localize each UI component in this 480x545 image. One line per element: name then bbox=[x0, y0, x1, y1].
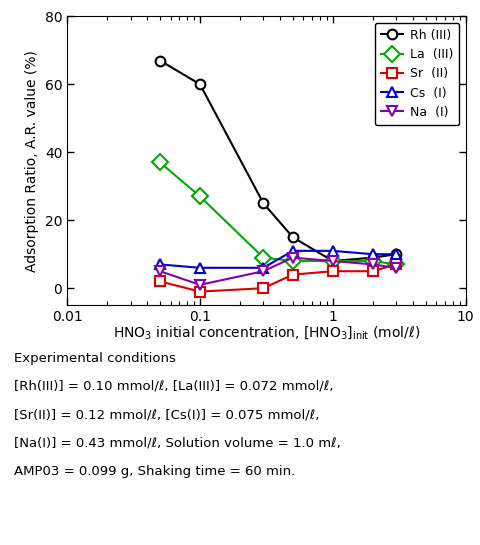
Y-axis label: Adsorption Ratio, A.R. value (%): Adsorption Ratio, A.R. value (%) bbox=[25, 50, 39, 272]
Sr  (II) bbox=[330, 268, 336, 275]
Sr  (II) bbox=[393, 261, 399, 268]
Legend: Rh (III), La  (III), Sr  (II), Cs  (I), Na  (I): Rh (III), La (III), Sr (II), Cs (I), Na … bbox=[375, 22, 459, 125]
Text: AMP03 = 0.099 g, Shaking time = 60 min.: AMP03 = 0.099 g, Shaking time = 60 min. bbox=[14, 465, 296, 478]
Rh (III) bbox=[370, 255, 376, 261]
Cs  (I) bbox=[330, 247, 336, 254]
Sr  (II) bbox=[157, 278, 163, 284]
Line: Rh (III): Rh (III) bbox=[155, 56, 401, 266]
Rh (III) bbox=[290, 234, 296, 240]
Cs  (I) bbox=[290, 247, 296, 254]
Text: [Na(I)] = 0.43 mmol/ℓ, Solution volume = 1.0 mℓ,: [Na(I)] = 0.43 mmol/ℓ, Solution volume =… bbox=[14, 437, 341, 450]
Na  (I) bbox=[330, 258, 336, 264]
Na  (I) bbox=[290, 255, 296, 261]
Cs  (I) bbox=[370, 251, 376, 257]
Cs  (I) bbox=[197, 264, 203, 271]
Line: Sr  (II): Sr (II) bbox=[155, 259, 401, 296]
La  (III) bbox=[290, 258, 296, 264]
Rh (III) bbox=[330, 258, 336, 264]
Line: La  (III): La (III) bbox=[155, 157, 402, 270]
Cs  (I) bbox=[157, 261, 163, 268]
La  (III) bbox=[261, 255, 266, 261]
Sr  (II) bbox=[261, 285, 266, 292]
La  (III) bbox=[370, 258, 376, 264]
La  (III) bbox=[330, 258, 336, 264]
Sr  (II) bbox=[290, 271, 296, 278]
La  (III) bbox=[393, 261, 399, 268]
Sr  (II) bbox=[197, 288, 203, 295]
Rh (III) bbox=[157, 57, 163, 64]
Na  (I) bbox=[393, 264, 399, 271]
Cs  (I) bbox=[393, 251, 399, 257]
Text: [Sr(II)] = 0.12 mmol/ℓ, [Cs(I)] = 0.075 mmol/ℓ,: [Sr(II)] = 0.12 mmol/ℓ, [Cs(I)] = 0.075 … bbox=[14, 408, 320, 421]
Na  (I) bbox=[197, 282, 203, 288]
Na  (I) bbox=[157, 268, 163, 275]
Sr  (II) bbox=[370, 268, 376, 275]
Rh (III) bbox=[393, 251, 399, 257]
La  (III) bbox=[157, 159, 163, 166]
Line: Na  (I): Na (I) bbox=[155, 253, 401, 290]
La  (III) bbox=[197, 193, 203, 199]
Na  (I) bbox=[370, 261, 376, 268]
Text: Experimental conditions: Experimental conditions bbox=[14, 352, 176, 365]
Rh (III) bbox=[261, 200, 266, 207]
Na  (I) bbox=[261, 268, 266, 275]
Text: [Rh(III)] = 0.10 mmol/ℓ, [La(III)] = 0.072 mmol/ℓ,: [Rh(III)] = 0.10 mmol/ℓ, [La(III)] = 0.0… bbox=[14, 380, 334, 393]
Line: Cs  (I): Cs (I) bbox=[155, 246, 401, 272]
Rh (III) bbox=[197, 81, 203, 88]
Text: HNO$_3$ initial concentration, [HNO$_3$]$_\mathrm{init}$ (mol/$\ell$): HNO$_3$ initial concentration, [HNO$_3$]… bbox=[113, 324, 420, 341]
Cs  (I) bbox=[261, 264, 266, 271]
